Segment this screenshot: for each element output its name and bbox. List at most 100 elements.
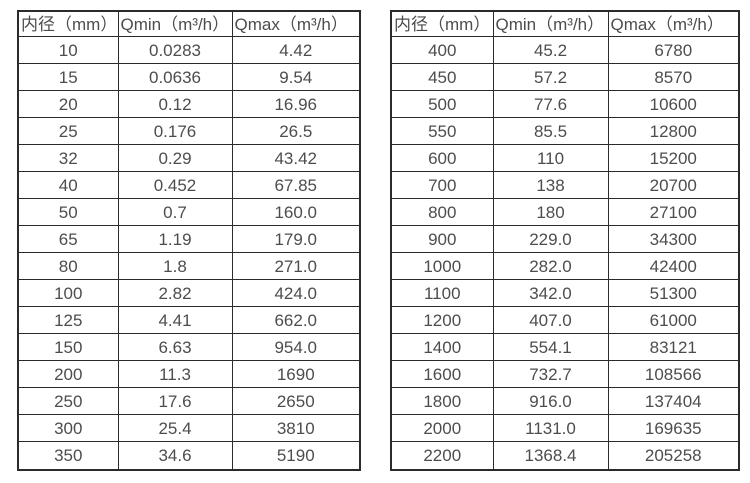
table-cell-diameter: 25	[17, 117, 119, 146]
table-row: 125 4.41 662.0	[17, 306, 361, 335]
table-cell-qmax: 15200	[607, 144, 740, 173]
table-cell-diameter: 200	[17, 360, 119, 389]
table-row: 65 1.19 179.0	[17, 225, 361, 254]
table-cell-qmin: 0.176	[117, 117, 233, 146]
table-cell-diameter: 20	[17, 90, 119, 119]
table-cell-qmax: 16.96	[231, 90, 361, 119]
table-cell-qmin: 45.2	[492, 35, 609, 65]
table-cell-qmax: 424.0	[231, 279, 361, 308]
table-row: 1800 916.0 137404	[390, 387, 740, 416]
table-cell-qmax: 662.0	[231, 306, 361, 335]
table-cell-diameter: 100	[17, 279, 119, 308]
table-row: 80 1.8 271.0	[17, 252, 361, 281]
table-cell-qmax: 179.0	[231, 225, 361, 254]
table-cell-qmax: 160.0	[231, 198, 361, 227]
table-row: 1000 282.0 42400	[390, 252, 740, 281]
table-cell-qmin: 407.0	[492, 306, 609, 335]
table-cell-qmin: 0.0283	[117, 35, 233, 65]
table-cell-qmax: 83121	[607, 333, 740, 362]
table-cell-qmax: 137404	[607, 387, 740, 416]
table-cell-qmax: 42400	[607, 252, 740, 281]
table-cell-qmin: 4.41	[117, 306, 233, 335]
table-row: 150 6.63 954.0	[17, 333, 361, 362]
column-header-diameter: 内径（mm）	[390, 10, 494, 37]
table-cell-diameter: 65	[17, 225, 119, 254]
table-row: 2000 1131.0 169635	[390, 414, 740, 443]
table-cell-diameter: 1000	[390, 252, 494, 281]
table-cell-diameter: 1400	[390, 333, 494, 362]
table-cell-qmax: 2650	[231, 387, 361, 416]
table-cell-qmin: 180	[492, 198, 609, 227]
table-cell-diameter: 450	[390, 63, 494, 92]
table-cell-qmin: 57.2	[492, 63, 609, 92]
table-cell-diameter: 500	[390, 90, 494, 119]
table-cell-qmax: 9.54	[231, 63, 361, 92]
table-cell-qmin: 554.1	[492, 333, 609, 362]
column-header-qmin: Qmin（m³/h）	[117, 10, 233, 37]
table-row: 350 34.6 5190	[17, 441, 361, 471]
table-cell-qmax: 12800	[607, 117, 740, 146]
table-cell-qmax: 51300	[607, 279, 740, 308]
table-row: 20 0.12 16.96	[17, 90, 361, 119]
table-row: 1100 342.0 51300	[390, 279, 740, 308]
table-cell-diameter: 600	[390, 144, 494, 173]
table-cell-qmin: 11.3	[117, 360, 233, 389]
table-row: 2200 1368.4 205258	[390, 441, 740, 471]
table-cell-qmin: 282.0	[492, 252, 609, 281]
table-cell-qmin: 0.12	[117, 90, 233, 119]
table-cell-qmax: 10600	[607, 90, 740, 119]
table-cell-qmax: 27100	[607, 198, 740, 227]
table-row: 500 77.6 10600	[390, 90, 740, 119]
column-header-diameter: 内径（mm）	[17, 10, 119, 37]
table-row: 200 11.3 1690	[17, 360, 361, 389]
table-cell-diameter: 550	[390, 117, 494, 146]
table-cell-qmax: 34300	[607, 225, 740, 254]
table-cell-diameter: 150	[17, 333, 119, 362]
table-row: 32 0.29 43.42	[17, 144, 361, 173]
table-cell-qmax: 954.0	[231, 333, 361, 362]
table-cell-diameter: 350	[17, 441, 119, 471]
table-cell-diameter: 2200	[390, 441, 494, 471]
table-row: 1200 407.0 61000	[390, 306, 740, 335]
table-cell-qmax: 8570	[607, 63, 740, 92]
table-header-row: 内径（mm） Qmin（m³/h） Qmax（m³/h）	[17, 10, 361, 37]
table-cell-qmin: 110	[492, 144, 609, 173]
table-row: 40 0.452 67.85	[17, 171, 361, 200]
table-cell-qmin: 1.8	[117, 252, 233, 281]
table-cell-qmin: 0.0636	[117, 63, 233, 92]
table-cell-qmin: 732.7	[492, 360, 609, 389]
flow-table-small-diameters: 内径（mm） Qmin（m³/h） Qmax（m³/h） 10 0.0283 4.42 1…	[17, 10, 361, 471]
table-cell-qmin: 342.0	[492, 279, 609, 308]
flow-table-large-diameters: 内径（mm） Qmin（m³/h） Qmax（m³/h） 400 45.2 6780 45…	[390, 10, 740, 471]
table-row: 700 138 20700	[390, 171, 740, 200]
table-row: 100 2.82 424.0	[17, 279, 361, 308]
table-cell-qmax: 4.42	[231, 35, 361, 65]
table-cell-diameter: 50	[17, 198, 119, 227]
table-cell-diameter: 40	[17, 171, 119, 200]
table-cell-qmin: 34.6	[117, 441, 233, 471]
table-cell-diameter: 700	[390, 171, 494, 200]
table-cell-diameter: 125	[17, 306, 119, 335]
table-cell-diameter: 1600	[390, 360, 494, 389]
table-cell-qmin: 0.452	[117, 171, 233, 200]
table-cell-qmax: 205258	[607, 441, 740, 471]
table-row: 250 17.6 2650	[17, 387, 361, 416]
table-cell-diameter: 300	[17, 414, 119, 443]
table-cell-qmax: 20700	[607, 171, 740, 200]
table-cell-qmin: 916.0	[492, 387, 609, 416]
column-header-qmin: Qmin（m³/h）	[492, 10, 609, 37]
table-row: 25 0.176 26.5	[17, 117, 361, 146]
table-cell-diameter: 80	[17, 252, 119, 281]
table-cell-diameter: 32	[17, 144, 119, 173]
table-cell-qmax: 43.42	[231, 144, 361, 173]
table-cell-diameter: 250	[17, 387, 119, 416]
table-row: 10 0.0283 4.42	[17, 35, 361, 65]
table-cell-qmin: 138	[492, 171, 609, 200]
table-cell-qmax: 67.85	[231, 171, 361, 200]
table-cell-diameter: 15	[17, 63, 119, 92]
table-cell-qmin: 1.19	[117, 225, 233, 254]
table-header-row: 内径（mm） Qmin（m³/h） Qmax（m³/h）	[390, 10, 740, 37]
table-row: 550 85.5 12800	[390, 117, 740, 146]
table-cell-qmax: 169635	[607, 414, 740, 443]
